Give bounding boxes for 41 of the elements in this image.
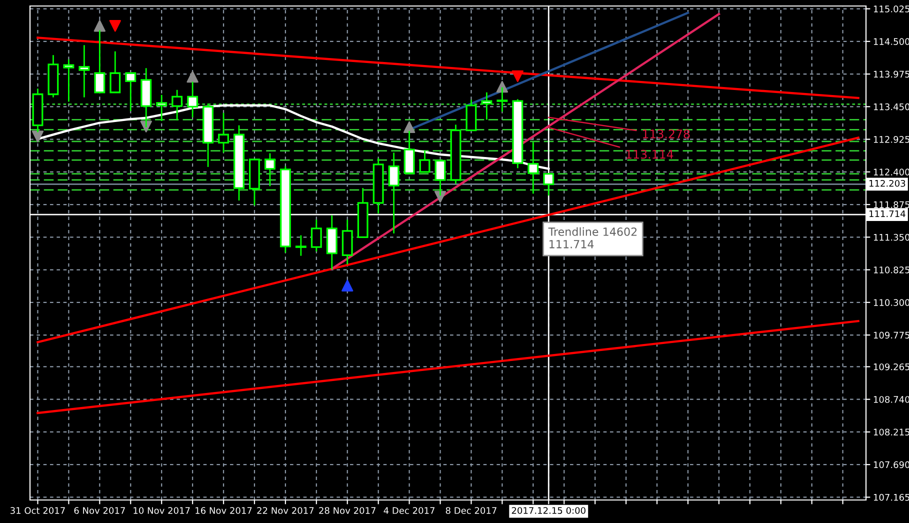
candlestick [63,58,74,102]
candlestick [125,72,136,112]
candlestick [264,152,276,187]
point [186,70,198,83]
candlestick [110,50,121,94]
candlestick [419,150,430,173]
candlestick [310,219,322,252]
x-tick-label: 8 Dec 2017 [446,507,496,514]
annotation: 113.278 [642,129,690,138]
point [403,121,416,134]
x-tick-label: 31 Oct 2017 [10,507,65,514]
y-tick-label: 112.925 [874,136,909,143]
y-tick-label: 107.165 [874,494,909,501]
x-tick-label: 16 Nov 2017 [196,507,252,514]
y-tick-label: 113.975 [874,70,909,78]
y-tick-label: 111.875 [874,201,909,208]
x-tick-label: 28 Nov 2017 [319,507,376,514]
y-tick-label: 115.025 [874,6,909,12]
annotation: 113.114 [626,150,674,159]
y-tick-label: 110.825 [874,266,909,274]
point [32,130,44,142]
x-tick-label: 6 Nov 2017 [74,507,125,514]
x-tick-label: 10 Nov 2017 [134,507,190,514]
y-tick-label: 108.215 [874,428,909,436]
x-tick-label: 22 Nov 2017 [257,507,314,514]
candlestick [172,89,183,122]
ref-line-label: 112.203 [870,180,906,187]
y-tick-label: 109.265 [874,363,909,370]
candlestick [78,44,90,98]
y-tick-label: 109.775 [874,332,909,339]
point [109,20,121,32]
x-tick-label: 2017.12.15 0:00 [512,507,586,514]
point [512,70,524,82]
x-tick-label: 4 Dec 2017 [384,507,434,514]
point [342,280,354,292]
annotation: Trendline 14602 111.714 [548,227,637,248]
candlestick [481,92,492,120]
ref-line-label: 111.714 [870,210,906,218]
candlestick [218,112,229,154]
point [94,20,106,32]
candlestick [295,234,306,256]
